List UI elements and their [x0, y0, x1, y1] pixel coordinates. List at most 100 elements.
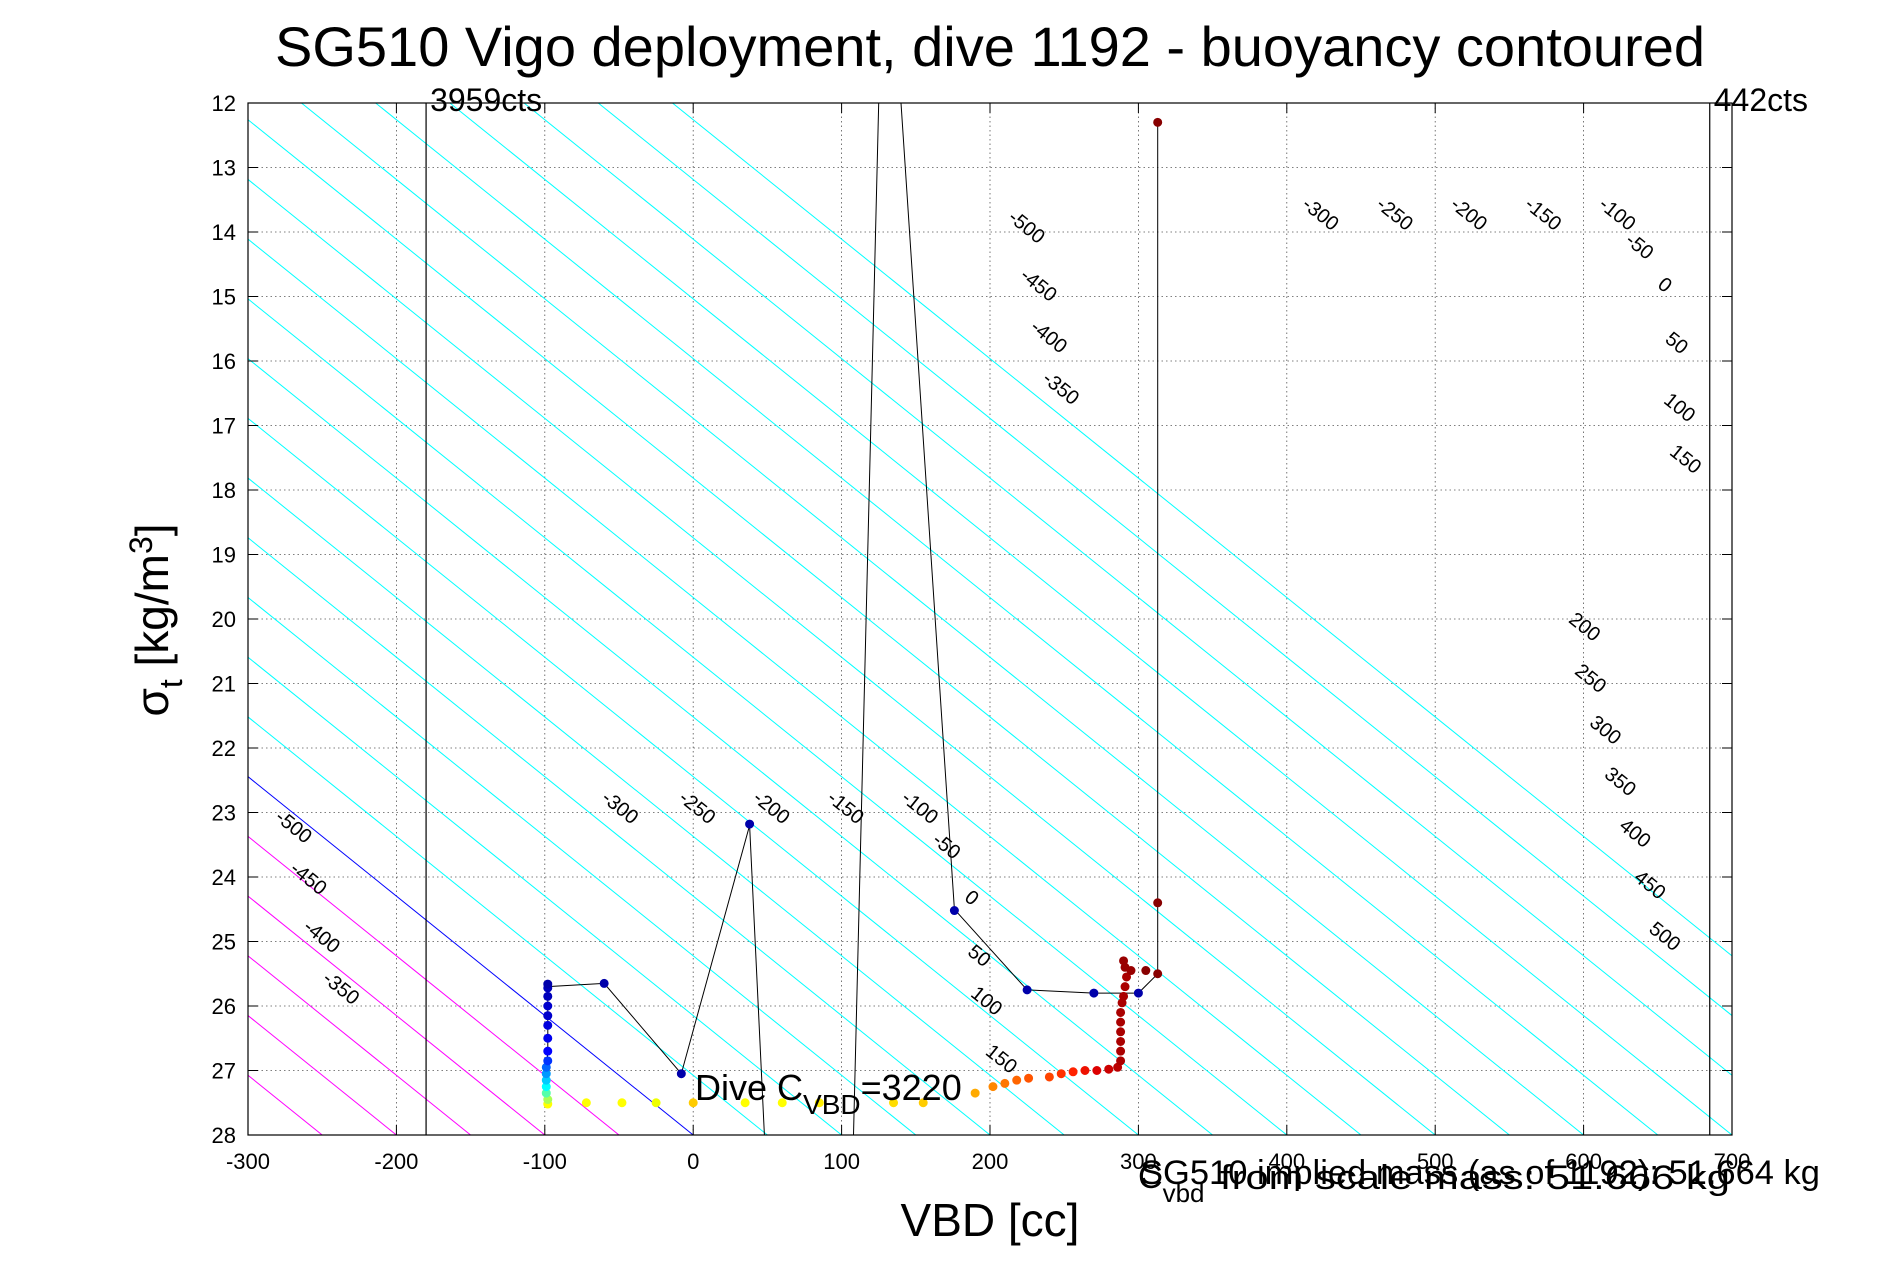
sample-point [1089, 988, 1099, 998]
sample-point [581, 1098, 591, 1108]
sample-point [1022, 985, 1032, 995]
x-tick-label: 400 [1268, 1149, 1305, 1174]
sample-point [676, 1069, 686, 1079]
sample-point [1126, 966, 1136, 976]
contour-negative [248, 537, 991, 1135]
y-tick-label: 28 [212, 1123, 236, 1148]
y-axis-label-units: [kg/m [126, 554, 178, 679]
y-tick-label: 13 [212, 156, 236, 181]
sample-point [543, 1001, 553, 1011]
contour-negative [248, 656, 842, 1135]
sample-point [617, 1098, 627, 1108]
contour-positive [248, 895, 546, 1135]
x-tick-label: 300 [1120, 1149, 1157, 1174]
y-axis-label-sup: 3 [123, 536, 159, 554]
sample-point [1153, 969, 1163, 979]
y-tick-label: 15 [212, 285, 236, 310]
sample-point [1119, 991, 1129, 1001]
contour-negative [248, 417, 1139, 1135]
contour-negative [248, 119, 1510, 1135]
y-tick-label: 20 [212, 607, 236, 632]
sample-point [543, 1033, 553, 1043]
x-tick-label: -300 [226, 1149, 270, 1174]
contour-negative [523, 103, 1732, 1076]
sample-point [1012, 1075, 1022, 1085]
sample-point [688, 1098, 698, 1108]
sample-point [1141, 966, 1151, 976]
sample-point [1068, 1067, 1078, 1077]
y-axis-label-sub: t [153, 679, 189, 688]
contour-positive [248, 835, 620, 1135]
sample-point [1000, 1078, 1010, 1088]
sample-point [1133, 988, 1143, 998]
sample-point [949, 906, 959, 916]
contour-negative [248, 716, 768, 1135]
sample-point [543, 979, 553, 989]
y-tick-label: 17 [212, 414, 236, 439]
sample-point [1153, 117, 1163, 127]
y-tick-label: 22 [212, 736, 236, 761]
y-tick-label: 18 [212, 478, 236, 503]
contour-negative [375, 103, 1659, 1135]
sample-point [1116, 1036, 1126, 1046]
x-tick-label: 0 [687, 1149, 699, 1174]
y-axis-label-close: ] [126, 523, 178, 536]
sample-point [1116, 1027, 1126, 1037]
y-tick-label: 16 [212, 349, 236, 374]
sample-point [745, 819, 755, 829]
y-axis-label: σt [kg/m3] [123, 523, 189, 716]
y-tick-label: 26 [212, 994, 236, 1019]
sample-point [543, 1056, 553, 1066]
x-tick-label: -100 [523, 1149, 567, 1174]
sample-point [1122, 972, 1132, 982]
contour-negative [248, 178, 1436, 1135]
vbd-limit-label: 3959cts [430, 82, 542, 118]
sample-point [918, 1098, 928, 1108]
contour-negative [248, 477, 1065, 1135]
sample-point [777, 1098, 787, 1108]
overlap-cvbd-sub: vbd [1163, 1178, 1205, 1208]
y-tick-label: 25 [212, 930, 236, 955]
dive-cvbd-sub: VBD [803, 1089, 861, 1120]
y-axis-ticks: 12 13 14 15 16 17 18 19 20 21 22 23 24 25 26 27 28 [212, 91, 1732, 1148]
x-tick-label: 100 [823, 1149, 860, 1174]
overlap-scale-mass: from scale mass: 51.666 kg [1220, 1159, 1730, 1197]
contour-zero [248, 776, 694, 1135]
sample-point [1080, 1066, 1090, 1075]
overlap-cvbd-label: Cvbd [1138, 1158, 1204, 1208]
sample-point [1120, 982, 1130, 992]
y-tick-label: 27 [212, 1059, 236, 1084]
y-tick-label: 14 [212, 220, 236, 245]
y-tick-label: 24 [212, 865, 236, 890]
sample-point [1116, 1007, 1126, 1017]
sample-point [970, 1088, 980, 1098]
sample-point [1119, 956, 1129, 966]
sample-point [740, 1098, 750, 1108]
contour-negative [672, 103, 1732, 957]
sample-point [543, 1046, 553, 1056]
sample-point [1024, 1073, 1034, 1083]
x-tick-label: 500 [1417, 1149, 1454, 1174]
contour-negative [449, 103, 1732, 1135]
sample-point [1116, 1046, 1126, 1056]
contour-negative [301, 103, 1584, 1135]
sample-point [1044, 1072, 1054, 1082]
contour-negative [248, 596, 917, 1135]
dive-cvbd-value: =3220 [861, 1067, 962, 1108]
sample-point [814, 1098, 824, 1108]
contour-positive [248, 955, 471, 1135]
x-axis-label: VBD [cc] [901, 1194, 1080, 1246]
contour-negative [597, 103, 1732, 1017]
sample-point [1153, 898, 1163, 908]
x-tick-label: -200 [374, 1149, 418, 1174]
chart-title: SG510 Vigo deployment, dive 1192 - buoya… [275, 15, 1705, 78]
sample-point [543, 1011, 553, 1021]
x-tick-label: 600 [1565, 1149, 1602, 1174]
overlap-implied-mass: SG510 implied mass (as of 1192): 51.664 … [1140, 1154, 1820, 1192]
dive-cvbd-main: Dive C [695, 1067, 803, 1108]
sample-point [543, 991, 553, 1001]
sample-point [889, 1098, 899, 1108]
contour-negative [248, 357, 1213, 1135]
vbd-limit-lines: 3959cts 442cts [425, 82, 1808, 1135]
